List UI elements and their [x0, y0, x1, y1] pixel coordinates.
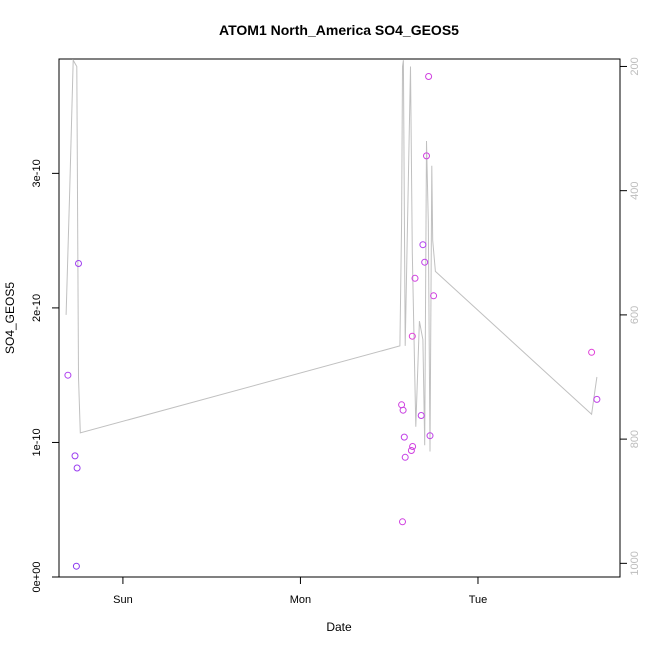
x-tick-label: Mon — [290, 594, 311, 606]
data-point — [401, 453, 409, 461]
data-point — [417, 412, 425, 419]
data-point — [399, 406, 407, 414]
x-tick-label: Tue — [469, 594, 488, 606]
pressure-line-layer — [65, 59, 598, 452]
data-point — [71, 452, 79, 460]
data-point — [399, 518, 406, 526]
y2-tick-label: 1000 — [629, 551, 641, 575]
chart-title: ATOM1 North_America SO4_GEOS5 — [219, 22, 459, 38]
y2-tick-label: 800 — [629, 430, 641, 448]
data-point — [426, 432, 434, 440]
y-tick-label: 2e-10 — [31, 294, 43, 322]
data-point — [73, 464, 81, 472]
data-point — [72, 562, 80, 570]
data-point — [423, 152, 430, 160]
pressure-line — [65, 59, 598, 452]
data-point — [64, 371, 72, 379]
data-point — [419, 241, 427, 249]
data-point — [588, 348, 596, 356]
data-point — [75, 260, 82, 267]
y2-axis: 200 400 600 800 1000 — [619, 57, 641, 576]
data-point — [430, 292, 438, 300]
y-tick-label: 3e-10 — [31, 159, 43, 187]
x-axis: Sun Mon Tue — [113, 576, 488, 606]
data-point — [409, 443, 417, 450]
plot-frame — [58, 58, 621, 578]
data-points-layer — [64, 73, 601, 570]
y-axis: 0e+00 1e-10 2e-10 3e-10 — [31, 159, 60, 593]
y2-tick-label: 200 — [629, 57, 641, 75]
data-point — [407, 447, 415, 454]
data-point — [400, 433, 408, 441]
y-axis-label: SO4_GEOS5 — [3, 282, 17, 354]
data-point — [425, 73, 433, 80]
y2-tick-label: 400 — [629, 181, 641, 199]
data-point — [411, 274, 419, 282]
y2-tick-label: 600 — [629, 306, 641, 324]
y-tick-label: 0e+00 — [31, 562, 43, 593]
x-axis-label: Date — [326, 620, 352, 634]
data-point — [421, 258, 429, 266]
y-tick-label: 1e-10 — [31, 428, 43, 456]
x-tick-label: Sun — [113, 594, 133, 606]
data-point — [408, 332, 416, 340]
data-point — [593, 395, 601, 403]
